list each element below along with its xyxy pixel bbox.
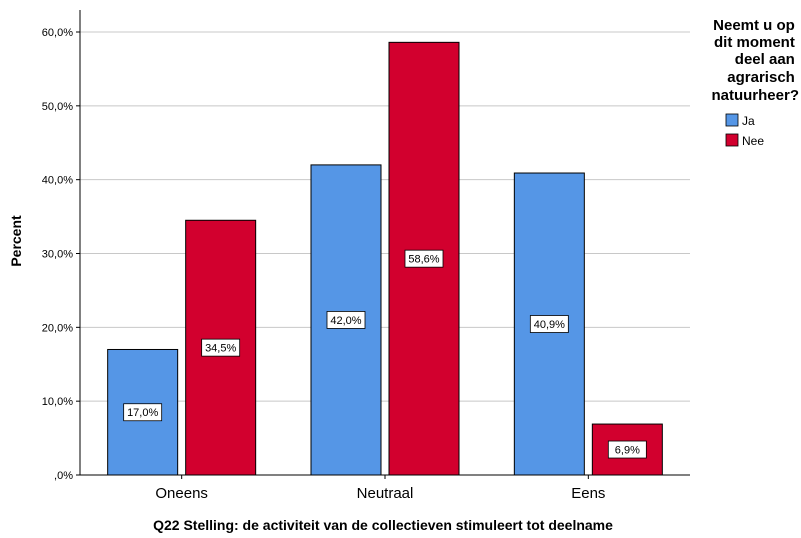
data-label-text: 6,9% [615, 445, 640, 457]
bars [107, 41, 663, 476]
data-label: 40,9% [529, 315, 569, 333]
data-label-box [404, 249, 444, 268]
legend-swatch-ja [725, 113, 739, 127]
y-axis-title: Percent [8, 215, 24, 267]
data-label-box [607, 440, 647, 459]
data-label: 17,0% [123, 403, 163, 422]
legend-title-line: Neemt u op [713, 17, 795, 34]
data-label: 34,5% [201, 338, 241, 357]
data-label-text: 34,5% [205, 343, 236, 355]
legend-title-line: natuurheer? [711, 87, 799, 104]
y-tick-label: 50,0% [42, 101, 73, 113]
data-label-text: 58,6% [408, 254, 439, 266]
data-label-box [201, 338, 241, 357]
x-tick-label: Eens [571, 485, 605, 502]
data-label-text: 40,9% [534, 319, 565, 331]
data-label-text: 42,0% [330, 315, 361, 327]
gridlines [80, 31, 690, 402]
y-tick-label: 40,0% [42, 175, 73, 187]
legend-title-line: agrarisch [727, 69, 795, 86]
x-tick-label: Oneens [155, 485, 208, 502]
y-tick-label: ,0% [54, 470, 73, 482]
legend-title-line: deel aan [735, 51, 795, 68]
data-label: 42,0% [326, 311, 366, 329]
data-label: 58,6% [404, 249, 444, 268]
legend-title-line: dit moment [714, 34, 795, 51]
y-tick-label: 10,0% [42, 396, 73, 408]
data-label-text: 17,0% [127, 407, 158, 419]
data-labels: 17,0% 34,5% 42,0% 58,6% 40,9% 6,9% [123, 249, 647, 459]
y-tick-label: 60,0% [42, 27, 73, 39]
legend: Neemt u op dit moment deel aan agrarisch… [711, 17, 799, 148]
data-label-box [326, 311, 366, 329]
legend-swatch-nee [725, 133, 739, 147]
x-tick-label: Neutraal [357, 485, 414, 502]
legend-label-nee: Nee [742, 134, 764, 148]
data-label-box [529, 315, 569, 333]
legend-title: Neemt u op dit moment deel aan agrarisch… [711, 17, 799, 104]
data-label-box [123, 403, 163, 422]
legend-label-ja: Ja [742, 114, 755, 128]
y-tick-label: 20,0% [42, 322, 73, 334]
data-label: 6,9% [607, 440, 647, 459]
y-tick-label: 30,0% [42, 249, 73, 261]
x-axis-title: Q22 Stelling: de activiteit van de colle… [153, 517, 613, 533]
axes: ,0% 10,0% 20,0% 30,0% 40,0% 50,0% 60,0% Oneens N… [42, 10, 690, 502]
